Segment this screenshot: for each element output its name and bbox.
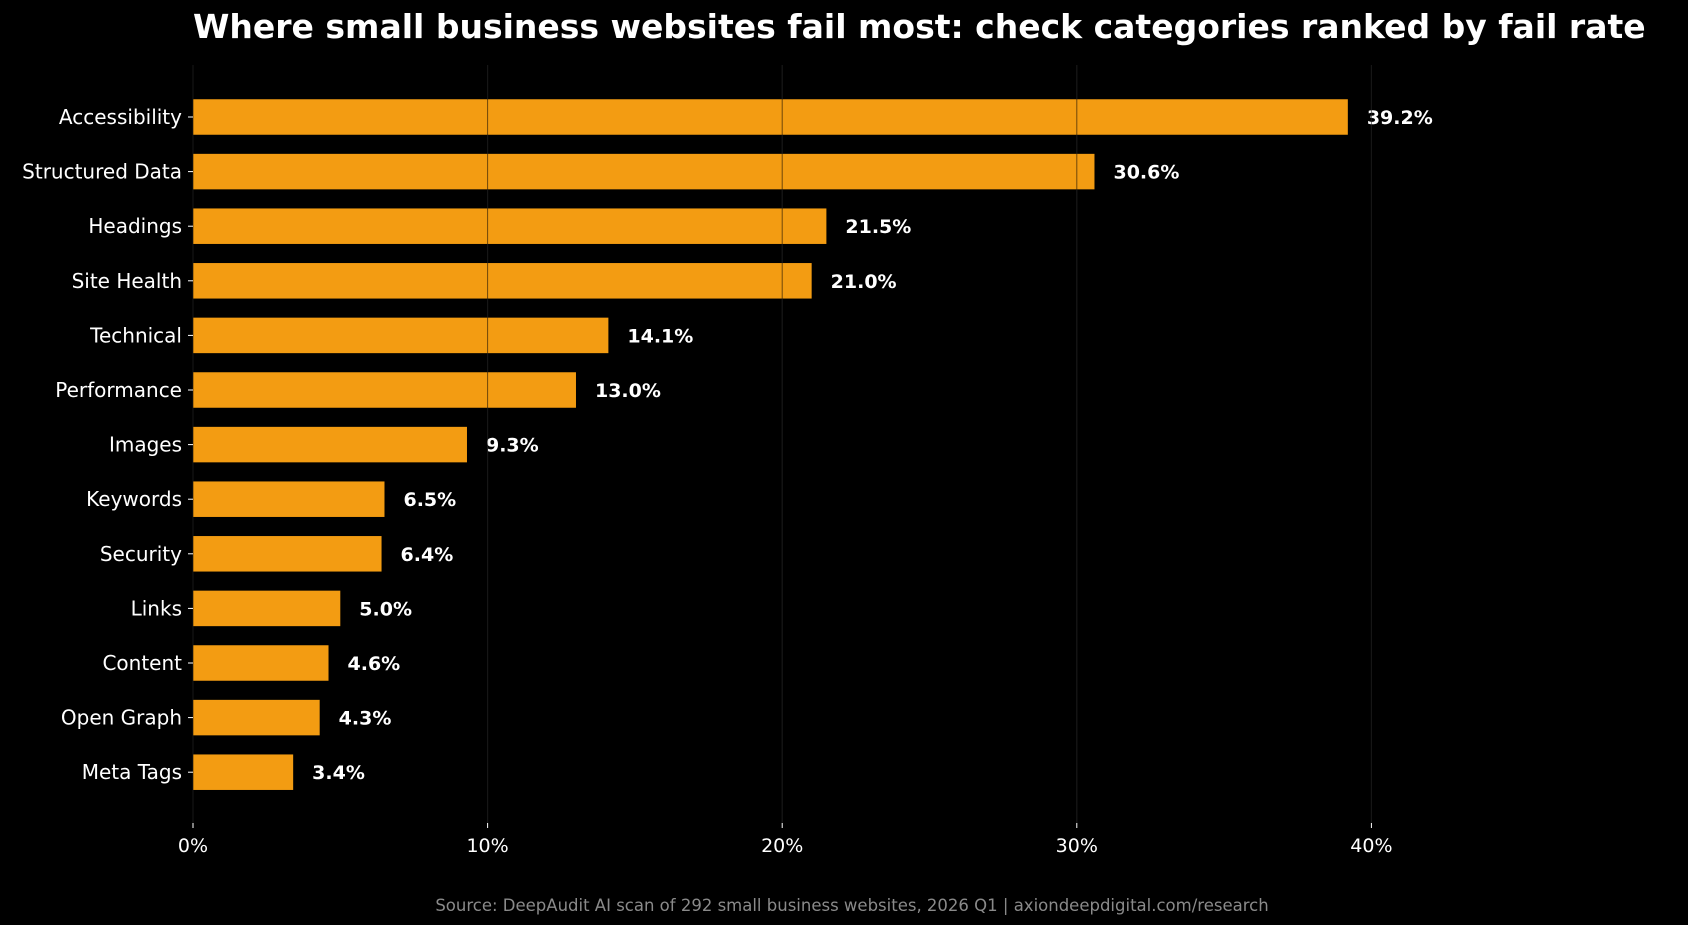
y-tick-label: Keywords: [86, 487, 182, 511]
bar-security: [193, 536, 382, 572]
bar-site-health: [193, 263, 812, 299]
bar-performance: [193, 372, 576, 408]
x-tick-label: 40%: [1350, 835, 1392, 857]
source-note: Source: DeepAudit AI scan of 292 small b…: [435, 896, 1268, 915]
bar-structured-data: [193, 153, 1095, 190]
y-tick-label: Structured Data: [22, 160, 182, 184]
y-tick-label: Security: [100, 542, 182, 566]
value-label: 30.6%: [1113, 162, 1179, 184]
x-tick-label: 10%: [466, 835, 508, 857]
value-label: 6.4%: [401, 544, 454, 566]
chart-title: Where small business websites fail most:…: [193, 7, 1646, 46]
bar-content: [193, 645, 329, 681]
bar-links: [193, 590, 341, 627]
bar-accessibility: [193, 99, 1348, 135]
y-tick-label: Links: [131, 596, 182, 620]
bars: 39.2% 30.6% 21.5% 21.0% 14.1% 13.0% 9.3% 6.5% 6.…: [193, 99, 1433, 790]
value-label: 14.1%: [627, 325, 693, 347]
value-label: 6.5%: [403, 489, 456, 511]
x-axis: 0% 10% 20% 30% 40%: [178, 823, 1393, 857]
value-label: 39.2%: [1367, 107, 1433, 129]
y-tick-label: Accessibility: [59, 105, 182, 129]
y-tick-label: Content: [102, 651, 182, 675]
value-label: 9.3%: [486, 435, 539, 457]
bar-technical: [193, 317, 609, 354]
gridlines-overlay: [192, 65, 1372, 823]
bar-headings: [193, 208, 827, 244]
value-label: 13.0%: [595, 380, 661, 402]
bar-open-graph: [193, 699, 320, 736]
y-tick-label: Images: [109, 433, 182, 457]
value-label: 21.5%: [845, 216, 911, 238]
y-tick-label: Open Graph: [61, 706, 182, 730]
y-tick-label: Meta Tags: [82, 760, 182, 784]
y-tick-label: Headings: [88, 214, 182, 238]
x-tick-label: 20%: [761, 835, 803, 857]
y-tick-label: Performance: [55, 378, 182, 402]
bar-images: [193, 426, 467, 463]
x-tick-label: 30%: [1056, 835, 1098, 857]
value-label: 21.0%: [831, 271, 897, 293]
value-label: 3.4%: [312, 762, 365, 784]
value-label: 4.6%: [348, 653, 401, 675]
bar-keywords: [193, 481, 385, 517]
y-axis: Accessibility Structured Data Headings Site…: [22, 105, 193, 784]
bar-meta-tags: [193, 754, 294, 790]
value-label: 5.0%: [359, 598, 412, 620]
y-tick-label: Technical: [89, 323, 182, 347]
value-label: 4.3%: [339, 708, 392, 730]
y-tick-label: Site Health: [72, 269, 182, 293]
x-tick-label: 0%: [178, 835, 208, 857]
